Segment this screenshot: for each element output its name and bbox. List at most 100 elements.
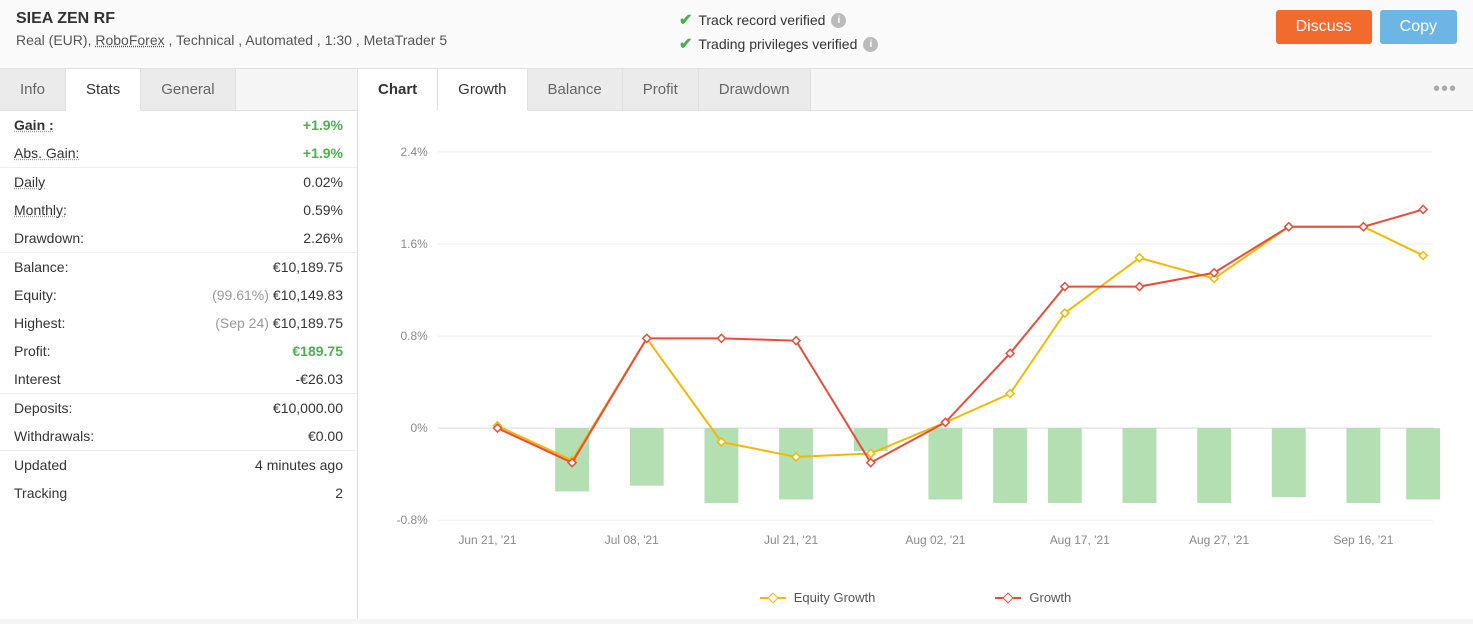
svg-text:2.4%: 2.4%: [401, 145, 429, 159]
growth-chart: 2.4% 1.6% 0.8% 0% -0.8% Jun 21, '21 Jul 08, '2…: [378, 131, 1453, 571]
gain-value: +1.9%: [303, 117, 343, 133]
svg-text:1.6%: 1.6%: [401, 237, 429, 251]
stat-daily: Daily 0.02%: [0, 168, 357, 196]
monthly-label: Monthly:: [14, 202, 67, 218]
chart-tab-balance[interactable]: Balance: [528, 69, 623, 110]
broker-link[interactable]: RoboForex: [95, 32, 164, 48]
more-icon[interactable]: •••: [1433, 78, 1457, 101]
subtitle-real: Real (EUR),: [16, 32, 95, 48]
tab-general[interactable]: General: [141, 69, 235, 110]
drawdown-label: Drawdown:: [14, 230, 84, 246]
info-icon[interactable]: i: [831, 13, 846, 28]
equity-label: Equity:: [14, 287, 57, 303]
discuss-button[interactable]: Discuss: [1276, 10, 1372, 44]
header: SIEA ZEN RF Real (EUR), RoboForex , Tech…: [0, 0, 1473, 69]
svg-text:-0.8%: -0.8%: [397, 513, 429, 527]
verify-priv-label: Trading privileges verified: [698, 36, 857, 52]
withdrawals-value: €0.00: [308, 428, 343, 444]
equity-value: (99.61%)€10,149.83: [212, 287, 343, 303]
trading-privileges-verified: ✔ Trading privileges verified i: [679, 34, 1276, 54]
legend-equity-growth[interactable]: Equity Growth: [760, 590, 876, 605]
svg-text:0%: 0%: [411, 421, 429, 435]
header-center: ✔ Track record verified i ✔ Trading priv…: [679, 10, 1276, 58]
tab-info[interactable]: Info: [0, 69, 66, 110]
system-title: SIEA ZEN RF: [16, 10, 679, 28]
stat-updated: Updated 4 minutes ago: [0, 451, 357, 479]
absgain-label: Abs. Gain:: [14, 145, 79, 161]
main: Info Stats General Gain : +1.9% Abs. Gai…: [0, 69, 1473, 619]
svg-text:Sep 16, '21: Sep 16, '21: [1333, 533, 1393, 547]
tracking-value: 2: [335, 485, 343, 501]
stat-deposits: Deposits: €10,000.00: [0, 394, 357, 422]
deposits-value: €10,000.00: [273, 400, 343, 416]
stat-tracking: Tracking 2: [0, 479, 357, 507]
updated-value: 4 minutes ago: [255, 457, 343, 473]
drawdown-value: 2.26%: [303, 230, 343, 246]
sidebar-tabs: Info Stats General: [0, 69, 357, 111]
stat-withdrawals: Withdrawals: €0.00: [0, 422, 357, 450]
daily-value: 0.02%: [303, 174, 343, 190]
tab-stats[interactable]: Stats: [66, 69, 141, 111]
info-icon[interactable]: i: [863, 37, 878, 52]
legend-growth-label: Growth: [1029, 590, 1071, 605]
balance-value: €10,189.75: [273, 259, 343, 275]
highest-label: Highest:: [14, 315, 65, 331]
stat-drawdown: Drawdown: 2.26%: [0, 224, 357, 252]
highest-value: (Sep 24)€10,189.75: [215, 315, 343, 331]
equity-amount: €10,149.83: [273, 287, 343, 303]
svg-text:Jul 21, '21: Jul 21, '21: [764, 533, 818, 547]
stat-monthly: Monthly: 0.59%: [0, 196, 357, 224]
track-record-verified: ✔ Track record verified i: [679, 10, 1276, 30]
profit-label: Profit:: [14, 343, 51, 359]
chart-tab-profit[interactable]: Profit: [623, 69, 699, 110]
chart-tab-growth[interactable]: Growth: [438, 69, 527, 111]
tracking-label: Tracking: [14, 485, 67, 501]
highest-amount: €10,189.75: [273, 315, 343, 331]
stat-interest: Interest -€26.03: [0, 365, 357, 393]
highest-date: (Sep 24): [215, 315, 269, 331]
withdrawals-label: Withdrawals:: [14, 428, 94, 444]
check-icon: ✔: [679, 10, 692, 30]
sidebar: Info Stats General Gain : +1.9% Abs. Gai…: [0, 69, 358, 619]
diamond-marker-icon: [760, 593, 786, 603]
stat-highest: Highest: (Sep 24)€10,189.75: [0, 309, 357, 337]
interest-value: -€26.03: [296, 371, 343, 387]
header-right: Discuss Copy: [1276, 10, 1457, 44]
legend-growth[interactable]: Growth: [995, 590, 1071, 605]
svg-text:Aug 02, '21: Aug 02, '21: [905, 533, 965, 547]
copy-button[interactable]: Copy: [1380, 10, 1457, 44]
chart-tabs: Chart Growth Balance Profit Drawdown •••: [358, 69, 1473, 111]
daily-label: Daily: [14, 174, 45, 190]
diamond-marker-icon: [995, 593, 1021, 603]
svg-text:Jul 08, '21: Jul 08, '21: [605, 533, 659, 547]
balance-label: Balance:: [14, 259, 68, 275]
stat-equity: Equity: (99.61%)€10,149.83: [0, 281, 357, 309]
chart-area: 2.4% 1.6% 0.8% 0% -0.8% Jun 21, '21 Jul 08, '2…: [358, 111, 1473, 584]
equity-pct: (99.61%): [212, 287, 269, 303]
deposits-label: Deposits:: [14, 400, 72, 416]
stat-balance: Balance: €10,189.75: [0, 253, 357, 281]
header-left: SIEA ZEN RF Real (EUR), RoboForex , Tech…: [16, 10, 679, 48]
chart-legend: Equity Growth Growth: [358, 584, 1473, 619]
absgain-value: +1.9%: [303, 145, 343, 161]
chart-tab-drawdown[interactable]: Drawdown: [699, 69, 811, 110]
svg-text:Jun 21, '21: Jun 21, '21: [458, 533, 516, 547]
gain-label: Gain :: [14, 117, 54, 133]
profit-value: €189.75: [292, 343, 343, 359]
monthly-value: 0.59%: [303, 202, 343, 218]
check-icon: ✔: [679, 34, 692, 54]
svg-text:Aug 27, '21: Aug 27, '21: [1189, 533, 1249, 547]
legend-equity-label: Equity Growth: [794, 590, 876, 605]
chart-tab-chart: Chart: [358, 69, 438, 111]
svg-text:Aug 17, '21: Aug 17, '21: [1050, 533, 1110, 547]
subtitle-rest: , Technical , Automated , 1:30 , MetaTra…: [165, 32, 448, 48]
stat-absgain: Abs. Gain: +1.9%: [0, 139, 357, 167]
system-subtitle: Real (EUR), RoboForex , Technical , Auto…: [16, 32, 679, 48]
stat-profit: Profit: €189.75: [0, 337, 357, 365]
interest-label: Interest: [14, 371, 61, 387]
content: Chart Growth Balance Profit Drawdown •••…: [358, 69, 1473, 619]
stat-gain: Gain : +1.9%: [0, 111, 357, 139]
updated-label: Updated: [14, 457, 67, 473]
stats-table: Gain : +1.9% Abs. Gain: +1.9% Daily 0.02…: [0, 111, 357, 507]
svg-text:0.8%: 0.8%: [401, 329, 429, 343]
